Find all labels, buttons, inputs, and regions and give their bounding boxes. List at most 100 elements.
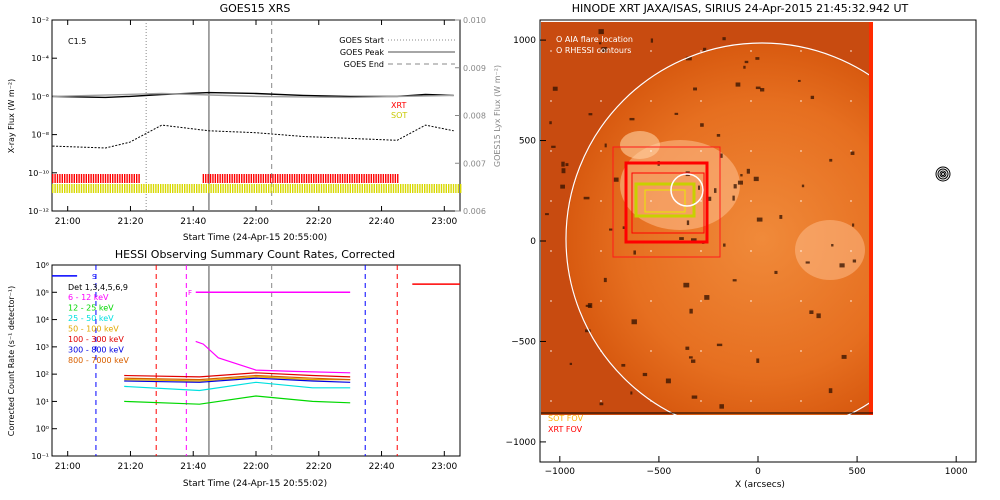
hessi-series-line [124, 395, 351, 405]
goes-bar-xrt [245, 174, 248, 183]
hessi-series-line [124, 372, 351, 378]
goes-bar-xrt [202, 174, 205, 183]
goes-bar-sot [155, 184, 157, 193]
goes-bar-sot [64, 184, 66, 193]
xrt-fov-label: XRT FOV [548, 425, 583, 434]
hessi-series-line [124, 374, 351, 381]
sot-fov-inner [644, 189, 686, 213]
goes-xtick-label: 22:00 [243, 217, 269, 227]
goes-bar-sot [251, 184, 253, 193]
goes-bar-sot [378, 184, 380, 193]
goes-bar-xrt [293, 174, 296, 183]
goes-bar-sot [88, 184, 90, 193]
goes-bar-sot [320, 184, 323, 193]
image-speck [685, 56, 692, 61]
goes-bar-xrt [320, 174, 322, 183]
goes-bar-sot [421, 184, 423, 193]
hessi-xtick-label: 22:40 [369, 462, 395, 472]
image-speck [839, 263, 845, 268]
goes-bar-sot [416, 184, 419, 193]
xrt-ytick-label: −500 [511, 337, 536, 347]
hessi-xtick-label: 21:20 [117, 462, 143, 472]
goes-bar-xrt [136, 174, 138, 183]
goes-bar-sot [428, 184, 431, 193]
goes-bar-xrt [332, 174, 334, 183]
goes-bar-xrt [310, 174, 313, 183]
goes-bar-xrt [61, 174, 63, 183]
goes-bar-sot [275, 184, 277, 193]
goes-bar-xrt [80, 174, 83, 183]
goes-bar-sot [78, 184, 80, 193]
goes-bar-sot [140, 184, 143, 193]
image-speck [732, 279, 737, 282]
hessi-legend-item: 300 - 800 keV [68, 346, 124, 355]
image-speck [604, 143, 607, 148]
goes-bar-sot [90, 184, 92, 193]
goes-ytick-label: 10⁻⁸ [31, 131, 49, 140]
image-speck [720, 153, 723, 158]
goes-bar-sot [143, 184, 145, 193]
xrt-sot-fov-label: SOT FOV [548, 414, 584, 423]
goes-bar-xrt [104, 174, 107, 183]
image-speck [829, 158, 833, 162]
hessi-ytick-label: 10⁰ [36, 425, 49, 434]
image-speck [551, 145, 556, 148]
image-speck [631, 319, 637, 325]
xrt-ytick-label: 0 [530, 237, 536, 247]
goes-bar-xrt [88, 174, 90, 183]
goes-bar-sot [191, 184, 193, 193]
goes-bar-xrt [277, 174, 279, 183]
goes-bar-sot [109, 184, 111, 193]
goes-bar-xrt [265, 174, 267, 183]
image-speck [852, 223, 855, 227]
image-speck [852, 259, 857, 263]
aia-flare-circle [670, 173, 704, 207]
goes-bar-sot [83, 184, 85, 193]
image-speck [674, 112, 679, 115]
hessi-legend-item: 6 - 12 keV [68, 293, 109, 302]
hessi-attenuator-lines [52, 265, 460, 456]
goes-bar-sot [157, 184, 159, 193]
goes-bar-xrt [59, 174, 61, 183]
goes-bar-xrt [260, 174, 262, 183]
image-speck [755, 57, 760, 60]
goes-ytick-label: 10⁻¹⁰ [28, 169, 49, 178]
goes-bar-sot [311, 184, 313, 193]
image-speck [700, 123, 704, 127]
xrt-legend-rhessi: O RHESSI contours [556, 46, 631, 55]
hessi-legend-item: 800 - 7000 keV [68, 356, 129, 365]
image-speck [737, 180, 743, 185]
goes-bar-sot [188, 184, 191, 193]
goes-bar-sot [215, 184, 217, 193]
image-speck [679, 237, 684, 240]
goes-bar-xrt [107, 174, 109, 183]
goes-bar-xrt [313, 174, 315, 183]
goes-legend-end: GOES End [344, 60, 384, 69]
image-speck [755, 86, 761, 90]
xrt-ytick-label: 1000 [513, 36, 536, 46]
goes-bar-xrt [286, 174, 289, 183]
hessi-ytick-label: 10¹ [36, 397, 49, 406]
contour-4 [941, 172, 945, 176]
goes-bar-sot [313, 184, 315, 193]
hessi-series-line [195, 340, 351, 374]
goes-bar-sot [61, 184, 63, 193]
goes-bar-sot [116, 184, 119, 193]
goes-bar-sot [361, 184, 363, 193]
goes-bar-sot [330, 184, 332, 193]
goes-bar-sot [296, 184, 299, 193]
image-speck [753, 176, 759, 182]
goes-bar-sot [457, 184, 459, 193]
goes-bar-sot [133, 184, 135, 193]
goes-bar-sot [407, 184, 409, 193]
goes-bar-sot [222, 184, 224, 193]
image-speck [629, 117, 635, 121]
goes-bar-xrt [329, 174, 332, 183]
goes-bar-xrt [262, 174, 265, 183]
goes-bar-xrt [327, 174, 329, 183]
image-speck [565, 163, 569, 167]
hessi-xtick-label: 23:00 [431, 462, 457, 472]
goes-bar-sot [424, 184, 426, 193]
image-speck [841, 354, 847, 359]
goes-bar-sot [440, 184, 443, 193]
